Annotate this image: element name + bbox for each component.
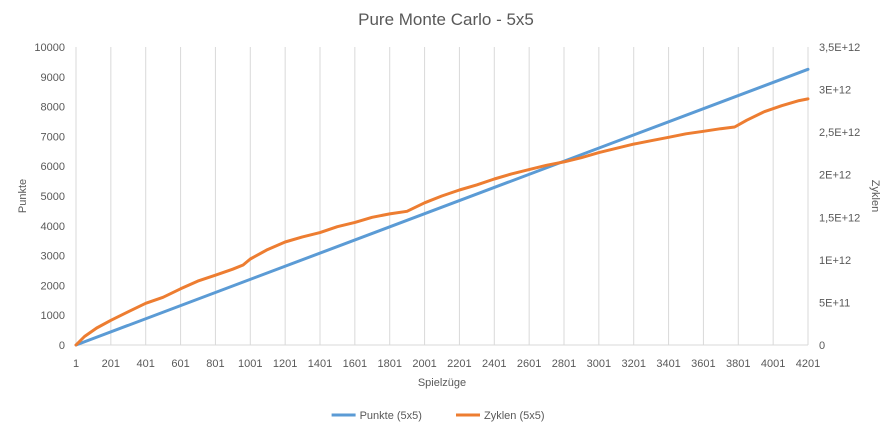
axes: 1 201 401 601 801 1001 1201 1401 1601 1801 2001 220…: [34, 42, 860, 370]
x-tick-label: 2401: [482, 358, 506, 370]
y2-tick-label: 0: [819, 340, 825, 352]
y-axis-title: Punkte: [17, 179, 29, 213]
series-lines: [74, 67, 810, 347]
x-tick-label: 4201: [796, 358, 820, 370]
y2-tick-label: 1,5E+12: [819, 212, 860, 224]
x-tick-label: 1201: [273, 358, 297, 370]
y-tick-label: 9000: [41, 72, 65, 84]
y2-axis-title: Zyklen: [869, 180, 881, 212]
series-line-punkte: [74, 67, 810, 347]
y2-tick-label: 2,5E+12: [819, 127, 860, 139]
x-tick-label: 1001: [238, 358, 262, 370]
y-tick-label: 3000: [41, 251, 65, 263]
y2-tick-label: 5E+11: [819, 297, 850, 309]
x-tick-label: 1401: [308, 358, 332, 370]
y-tick-label: 7000: [41, 131, 65, 143]
legend: Punkte (5x5) Zyklen (5x5): [331, 410, 545, 422]
legend-label: Punkte (5x5): [360, 410, 422, 422]
x-tick-label: 2801: [552, 358, 576, 370]
y-tick-label: 0: [59, 340, 65, 352]
x-tick-label: 2001: [412, 358, 436, 370]
y2-tick-label: 3,5E+12: [819, 42, 860, 54]
x-tick-label: 4001: [761, 358, 785, 370]
x-tick-label: 2201: [447, 358, 471, 370]
y2-tick-label: 2E+12: [819, 170, 851, 182]
x-tick-label: 3601: [691, 358, 715, 370]
y-tick-label: 10000: [34, 42, 65, 54]
gridlines: [75, 47, 809, 345]
x-tick-label: 201: [102, 358, 120, 370]
x-axis-title: Spielzüge: [418, 377, 466, 389]
y-tick-label: 8000: [41, 102, 65, 114]
y-tick-label: 1000: [41, 310, 65, 322]
x-tick-label: 1: [73, 358, 79, 370]
x-tick-label: 1601: [343, 358, 367, 370]
series-line-zyklen: [74, 97, 810, 347]
x-tick-label: 601: [171, 358, 189, 370]
x-tick-label: 1801: [377, 358, 401, 370]
chart-title: Pure Monte Carlo - 5x5: [358, 10, 534, 29]
y-tick-label: 5000: [41, 191, 65, 203]
y2-tick-label: 3E+12: [819, 85, 851, 97]
x-tick-label: 3001: [587, 358, 611, 370]
x-tick-label: 401: [137, 358, 155, 370]
x-tick-label: 3401: [656, 358, 680, 370]
x-tick-label: 3201: [621, 358, 645, 370]
x-tick-label: 801: [206, 358, 224, 370]
x-tick-label: 3801: [726, 358, 750, 370]
y-tick-label: 4000: [41, 221, 65, 233]
y-tick-label: 2000: [41, 280, 65, 292]
x-tick-label: 2601: [517, 358, 541, 370]
legend-label: Zyklen (5x5): [484, 410, 545, 422]
y2-tick-label: 1E+12: [819, 255, 851, 267]
y-tick-label: 6000: [41, 161, 65, 173]
